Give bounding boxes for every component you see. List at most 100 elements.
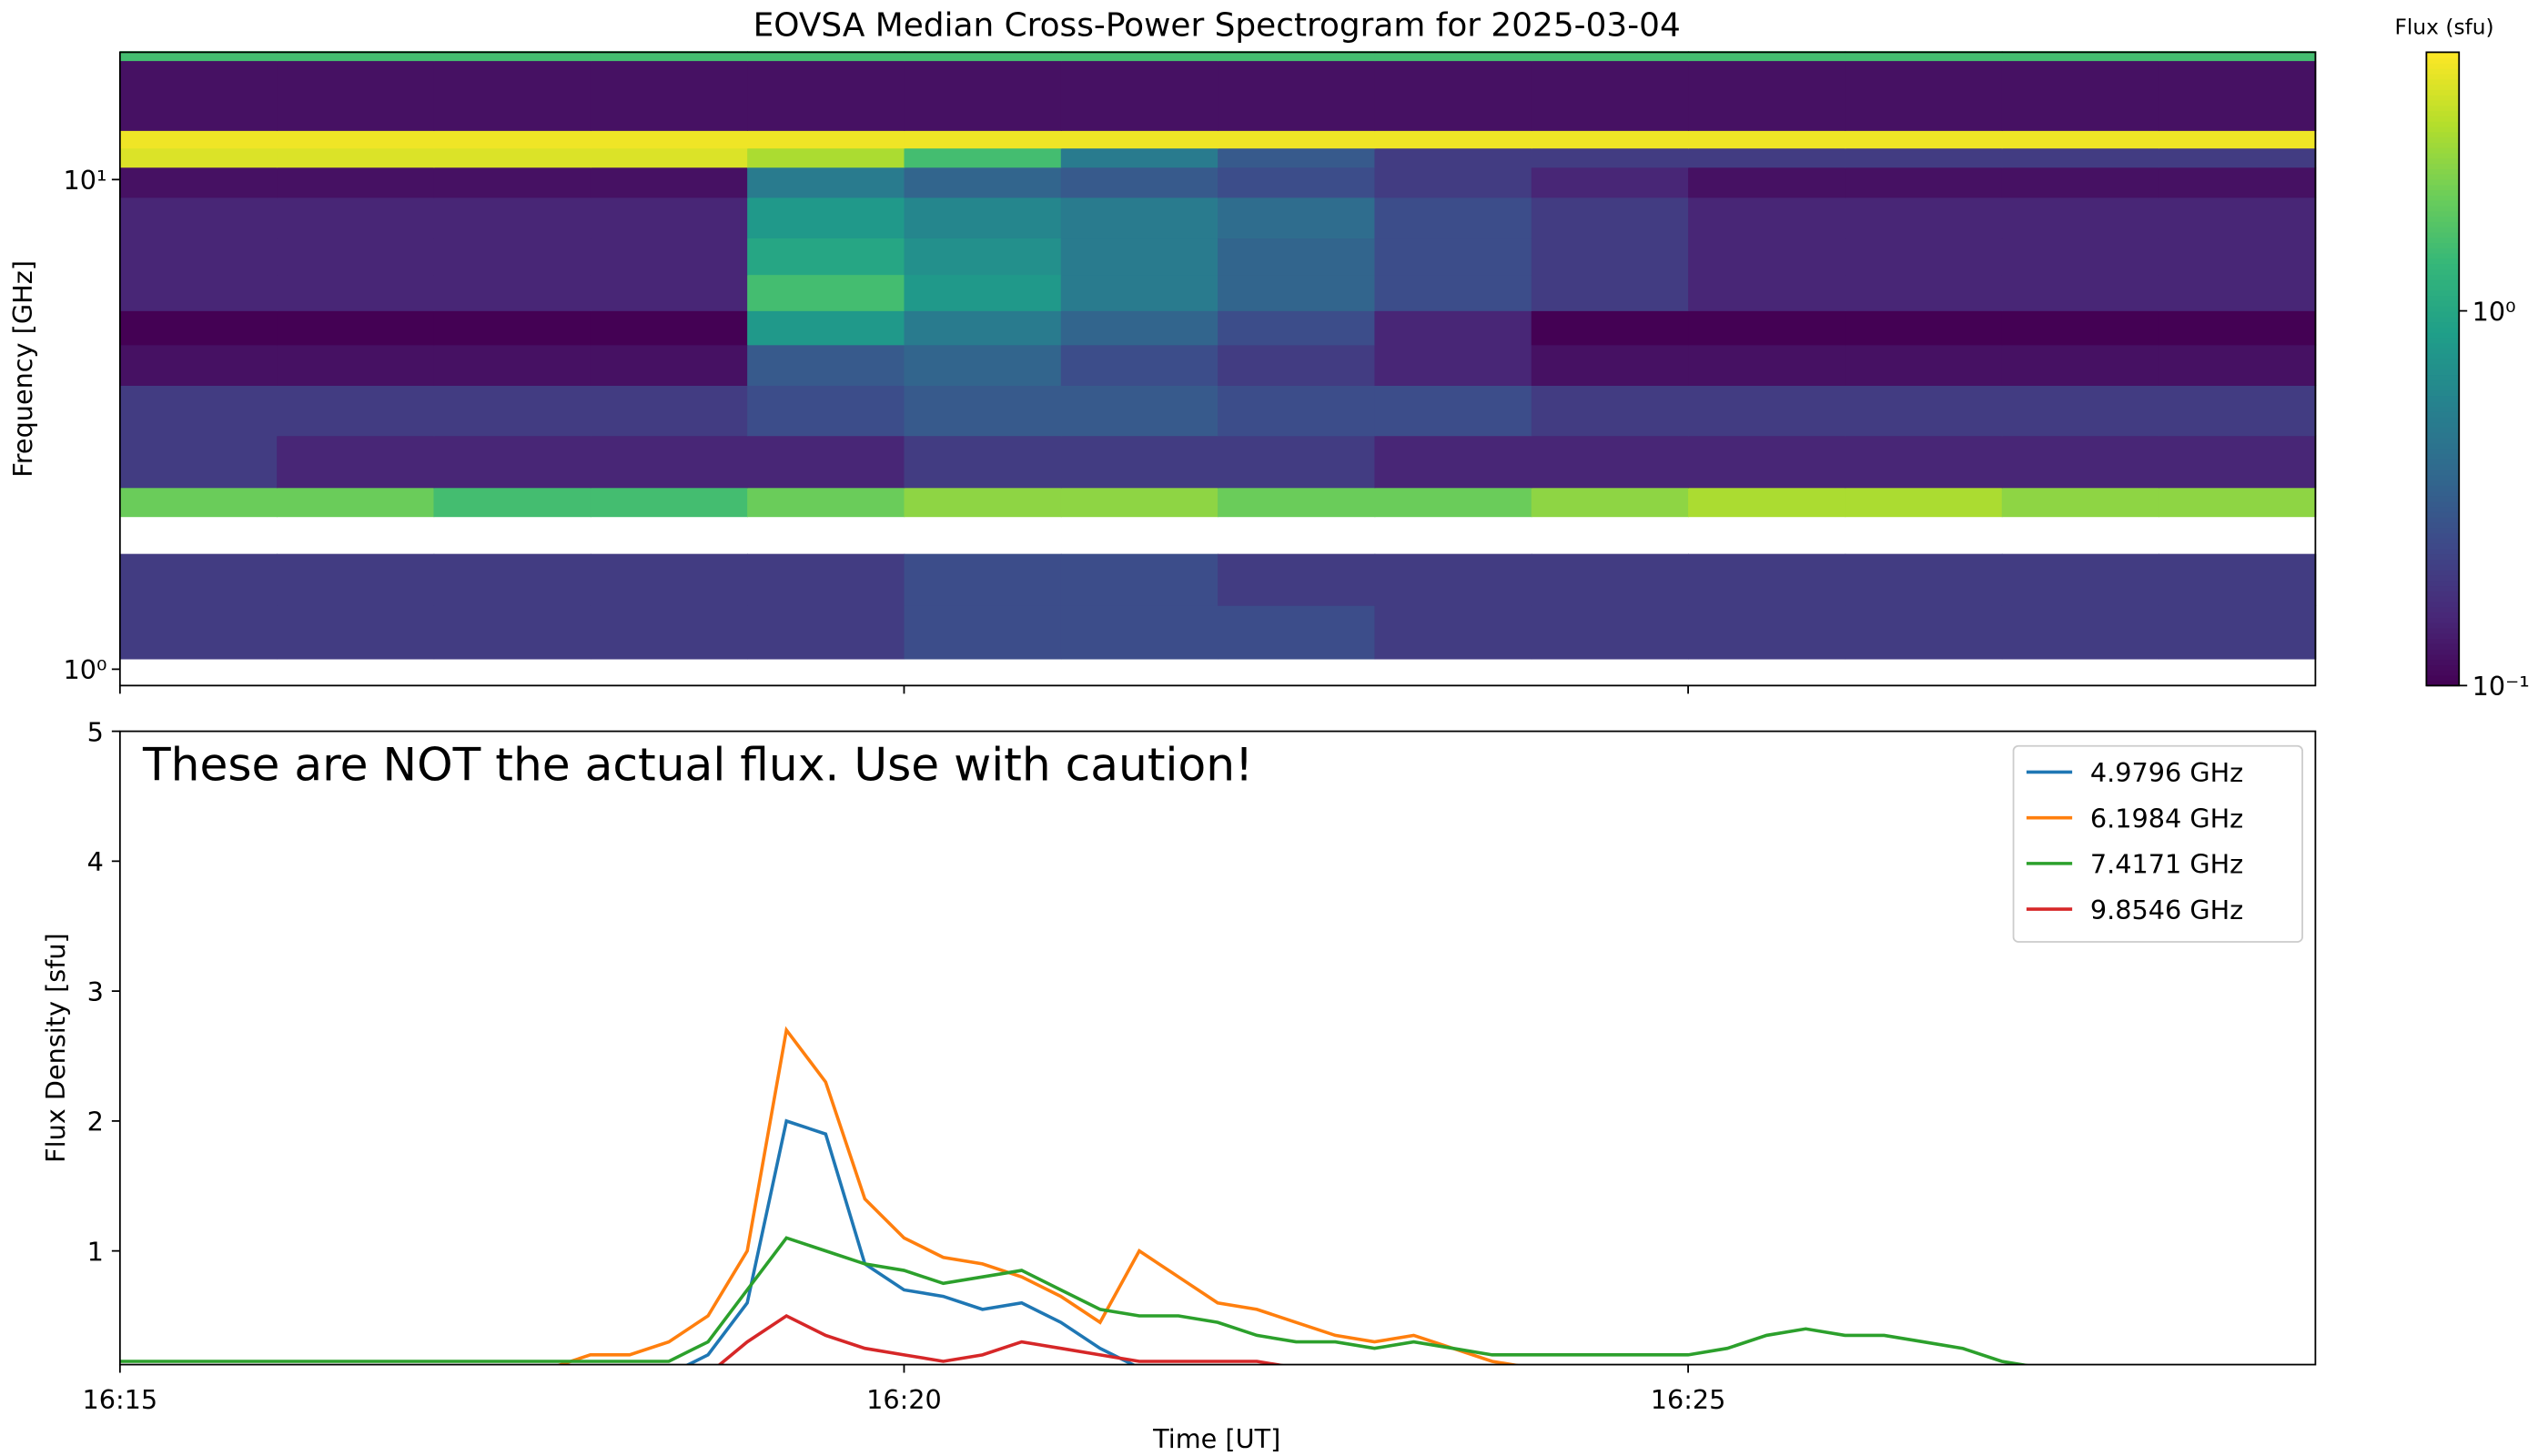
heatmap-cell (1845, 197, 2003, 239)
heatmap-cell (747, 197, 905, 239)
heatmap-cell (1374, 344, 1532, 386)
colorbar-segment (2426, 664, 2460, 671)
heatmap-cell (277, 605, 435, 660)
heatmap-cell (1218, 605, 1376, 660)
heatmap-cell (1531, 310, 1689, 346)
colorbar-segment (2426, 395, 2460, 402)
heatmap-cell (904, 147, 1062, 168)
heatmap-cell (119, 310, 278, 346)
heatmap-cell (119, 385, 278, 437)
colorbar-segment (2426, 163, 2460, 169)
colorbar-segment (2426, 210, 2460, 217)
heatmap-cell (2001, 167, 2159, 198)
data-line (119, 1236, 2032, 1365)
heatmap-cell (904, 197, 1062, 239)
heatmap-cell (747, 274, 905, 311)
heatmap-cell (1374, 238, 1532, 276)
heatmap-cell (1531, 60, 1689, 131)
heatmap-cell (904, 130, 1062, 149)
y-tick-label: 1 (87, 1236, 104, 1267)
heatmap-cell (433, 238, 592, 276)
legend-label: 6.1984 GHz (2090, 803, 2243, 834)
heatmap-cell (433, 553, 592, 606)
heatmap-cell (1845, 147, 2003, 168)
heatmap-cell (1845, 167, 2003, 198)
heatmap-cell (1218, 167, 1376, 198)
colorbar-segment (2426, 511, 2460, 518)
heatmap-cell (590, 51, 749, 62)
colorbar-segment (2426, 405, 2460, 412)
colorbar-segment (2426, 147, 2460, 154)
heatmap-cell (1845, 130, 2003, 149)
axes-frame (118, 730, 2317, 1366)
heatmap-cell (590, 605, 749, 660)
heatmap-cell (1218, 553, 1376, 606)
colorbar-segment (2426, 674, 2460, 682)
colorbar-segment (2426, 67, 2460, 75)
heatmap-cell (1688, 51, 1846, 62)
heatmap-cell (119, 553, 278, 606)
colorbar-segment (2426, 126, 2460, 133)
colorbar-segment (2426, 680, 2460, 687)
heatmap-cell (1060, 385, 1219, 437)
heatmap-cell (2001, 385, 2159, 437)
heatmap-cell (1531, 147, 1689, 168)
heatmap-cell (747, 487, 905, 518)
colorbar-segment (2426, 358, 2460, 365)
y-tick-label: 2 (87, 1107, 104, 1138)
colorbar-segment (2426, 310, 2460, 318)
colorbar-segment (2426, 595, 2460, 602)
heatmap-cell (277, 147, 435, 168)
colorbar-segment (2426, 506, 2460, 512)
heatmap-cell (433, 147, 592, 168)
heatmap-cell (1845, 51, 2003, 62)
colorbar-segment (2426, 242, 2460, 248)
heatmap-cell (1688, 553, 1846, 606)
heatmap-cell (277, 553, 435, 606)
colorbar-segment (2426, 252, 2460, 259)
colorbar-segment (2426, 167, 2460, 175)
colorbar-segment (2426, 516, 2460, 523)
heatmap-cell (1060, 344, 1219, 386)
colorbar-segment (2426, 57, 2460, 64)
heatmap-cell (2001, 435, 2159, 489)
line-plot-area (119, 1026, 2032, 1365)
heatmap-cell (747, 605, 905, 660)
heatmap-cell (1688, 487, 1846, 518)
heatmap-cell (1531, 130, 1689, 149)
colorbar-segment (2426, 99, 2460, 106)
heatmap-cell (1060, 310, 1219, 346)
heatmap-cell (904, 238, 1062, 276)
colorbar-tick-label: 10⁻¹ (2472, 671, 2530, 702)
heatmap-cell (2001, 60, 2159, 131)
heatmap-cell (119, 487, 278, 518)
heatmap-cell (2001, 310, 2159, 346)
colorbar-segment (2426, 295, 2460, 301)
heatmap-cell (2159, 51, 2317, 62)
heatmap-cell (1845, 435, 2003, 489)
heatmap-cell (1374, 310, 1532, 346)
heatmap-cell (590, 487, 749, 518)
colorbar-segment (2426, 548, 2460, 555)
colorbar-segment (2426, 278, 2460, 286)
heatmap-cell (1060, 60, 1219, 131)
heatmap-cell (1845, 274, 2003, 311)
heatmap-cell (590, 435, 749, 489)
heatmap-cell (590, 60, 749, 131)
colorbar-segment (2426, 569, 2460, 576)
heatmap-cell (277, 310, 435, 346)
heatmap-cell (1845, 344, 2003, 386)
colorbar-segment (2426, 369, 2460, 376)
colorbar-segment (2426, 638, 2460, 644)
heatmap-cell (904, 51, 1062, 62)
colorbar-segment (2426, 627, 2460, 634)
colorbar-segment (2426, 352, 2460, 359)
colorbar: 10⁻¹ 10⁰ (2425, 51, 2530, 702)
heatmap-cell (433, 310, 592, 346)
colorbar-segment (2426, 194, 2460, 201)
colorbar-segment (2426, 141, 2460, 148)
heatmap-cell (1060, 238, 1219, 276)
colorbar-segment (2426, 84, 2460, 90)
heatmap-cell (1374, 487, 1532, 518)
